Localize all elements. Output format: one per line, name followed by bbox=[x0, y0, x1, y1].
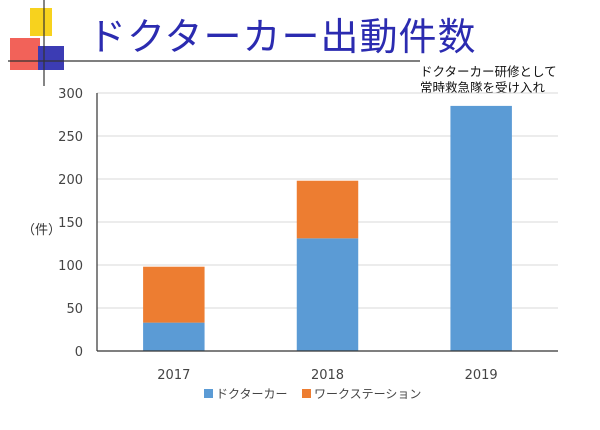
x-tick-label: 2018 bbox=[311, 368, 344, 383]
y-tick-label: 200 bbox=[58, 173, 83, 188]
chart-annotation: ドクターカー研修として 常時救急隊を受け入れ bbox=[420, 64, 600, 96]
x-tick-label: 2017 bbox=[157, 368, 190, 383]
axes: 0 50 100 150 200 250 300 2017 2018 2019 bbox=[58, 87, 558, 383]
y-tick-label: 0 bbox=[75, 345, 83, 360]
y-tick-label: 150 bbox=[58, 216, 83, 231]
deco-red-square bbox=[10, 38, 40, 70]
y-tick-label: 100 bbox=[58, 259, 83, 274]
title-decoration bbox=[8, 0, 420, 86]
bar-doctor-car-2019 bbox=[450, 105, 512, 352]
bar-workstation-2017 bbox=[143, 266, 205, 323]
legend-label: ワークステーション bbox=[314, 387, 421, 401]
deco-yellow-square bbox=[30, 8, 52, 36]
annotation-line-1: ドクターカー研修として bbox=[420, 64, 557, 79]
y-tick-label: 300 bbox=[58, 87, 83, 102]
y-tick-label: 250 bbox=[58, 130, 83, 145]
x-tick-label: 2019 bbox=[465, 368, 498, 383]
bar-doctor-car-2018 bbox=[296, 238, 359, 351]
y-axis-unit-label: （件） bbox=[22, 223, 62, 238]
deco-blue-square bbox=[38, 46, 64, 70]
legend: ドクターカー ワークステーション bbox=[204, 387, 421, 401]
bar-doctor-car-2017 bbox=[143, 322, 205, 351]
slide-title: ドクターカー出動件数 bbox=[88, 15, 477, 59]
legend-swatch bbox=[302, 389, 311, 398]
legend-label: ドクターカー bbox=[216, 387, 288, 401]
legend-swatch bbox=[204, 389, 213, 398]
y-tick-label: 50 bbox=[66, 302, 83, 317]
annotation-line-2: 常時救急隊を受け入れ bbox=[420, 80, 546, 95]
bar-workstation-2018 bbox=[296, 180, 359, 239]
bars bbox=[143, 105, 512, 352]
